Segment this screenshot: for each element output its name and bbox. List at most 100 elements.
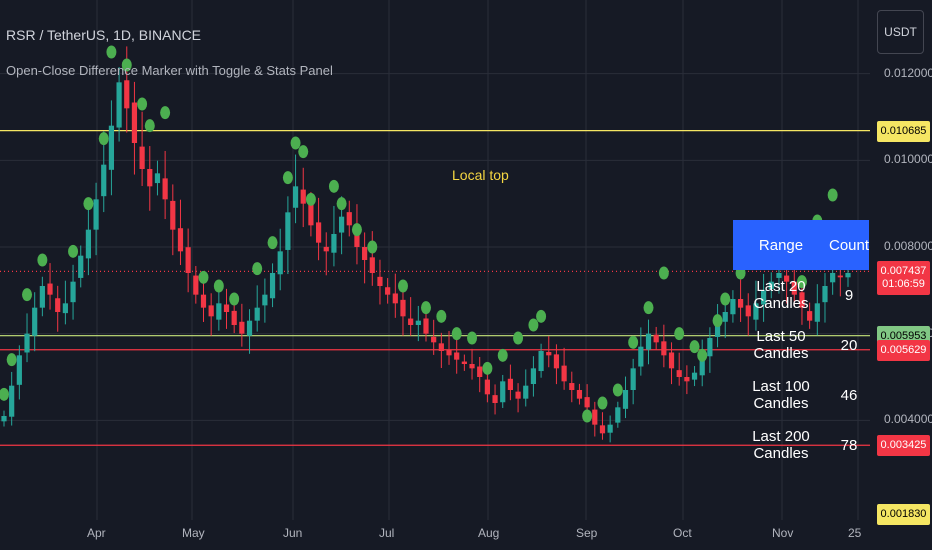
candle-body xyxy=(761,290,767,305)
signal-dot xyxy=(421,301,431,315)
candle-body xyxy=(484,379,490,395)
candle-body xyxy=(737,299,744,308)
y-tick-label: 0.004000 xyxy=(884,412,932,427)
signal-dot xyxy=(106,45,117,59)
symbol-title[interactable]: RSR / TetherUS, 1D, BINANCE xyxy=(6,27,202,43)
stats-header-count: Count xyxy=(829,236,870,254)
signal-dot xyxy=(98,132,109,146)
signal-dot xyxy=(467,331,478,345)
candle-body xyxy=(346,212,352,226)
signal-dot xyxy=(597,396,608,410)
candle-body xyxy=(308,203,314,226)
stats-row: Last 100 Candles 46 xyxy=(733,370,869,420)
x-tick-label: Jun xyxy=(283,526,303,540)
candle-body xyxy=(78,255,84,278)
x-tick-label: Aug xyxy=(478,526,500,540)
y-tick-label: 0.010000 xyxy=(884,152,932,167)
x-tick-label: Nov xyxy=(772,526,794,540)
x-tick-label: Jul xyxy=(379,526,395,540)
indicator-title[interactable]: Open-Close Difference Marker with Toggle… xyxy=(6,63,333,78)
local-top-label: Local top xyxy=(452,167,509,183)
candle-body xyxy=(530,368,537,385)
candle-body xyxy=(101,164,107,197)
candle-body xyxy=(461,361,467,364)
candle-body xyxy=(515,391,521,399)
currency-button[interactable]: USDT xyxy=(877,10,924,54)
candle-body xyxy=(469,364,475,369)
candle-body xyxy=(753,303,759,320)
stats-row: Last 20 Candles 9 xyxy=(733,270,869,320)
candle-body xyxy=(223,304,230,312)
signal-dot xyxy=(121,58,132,72)
candle-body xyxy=(131,102,138,143)
candle-body xyxy=(55,298,61,312)
signal-dot xyxy=(290,136,301,150)
signal-dot xyxy=(137,97,148,111)
candle-body xyxy=(822,286,828,303)
candle-body xyxy=(638,346,644,367)
candle-body xyxy=(438,343,444,351)
candle-body xyxy=(385,287,391,295)
stats-range: Last 50 Candles xyxy=(753,328,809,362)
candle-body xyxy=(239,321,245,334)
signal-dot xyxy=(436,309,447,323)
candle-body xyxy=(814,303,820,322)
signal-dot xyxy=(22,288,33,302)
candle-body xyxy=(791,281,797,295)
candle-body xyxy=(300,189,306,204)
stats-header-range: Range xyxy=(758,236,804,254)
signal-dot xyxy=(643,301,654,315)
candle-body xyxy=(216,303,222,320)
price-tag: 01:06:59 xyxy=(877,274,930,296)
signal-dot xyxy=(689,340,700,354)
stats-count: 20 xyxy=(840,336,858,354)
candle-body xyxy=(292,186,299,208)
stats-count: 46 xyxy=(840,386,858,404)
candle-body xyxy=(423,318,429,334)
signal-dot xyxy=(528,318,539,332)
stats-count: 78 xyxy=(840,436,858,454)
candle-body xyxy=(208,305,214,317)
x-tick-label: Sep xyxy=(576,526,598,540)
signal-dot xyxy=(697,348,708,362)
x-tick-label: May xyxy=(182,526,205,540)
candle-body xyxy=(745,305,751,317)
candle-body xyxy=(16,355,22,385)
stats-range: Last 100 Candles xyxy=(752,378,810,412)
signal-dot xyxy=(83,197,94,211)
horizontal-levels xyxy=(0,130,870,446)
candle-body xyxy=(446,350,452,356)
signal-dot xyxy=(298,145,309,159)
candle-body xyxy=(1,416,7,422)
candle-body xyxy=(362,247,368,260)
signal-dot xyxy=(612,383,623,397)
stats-row: Last 200 Candles 78 xyxy=(733,420,869,470)
candle-body xyxy=(431,336,437,343)
candle-body xyxy=(523,385,529,399)
signal-dot xyxy=(827,188,838,202)
stats-panel: Range Count Last 20 Candles 9 Last 50 Ca… xyxy=(733,220,869,470)
signal-dot xyxy=(582,409,593,423)
signal-dot xyxy=(282,171,293,185)
candle-body xyxy=(339,216,345,233)
candle-body xyxy=(315,222,322,243)
candle-body xyxy=(807,311,813,321)
candle-body xyxy=(653,334,659,343)
candle-body xyxy=(615,407,621,423)
candle-body xyxy=(722,312,728,322)
signal-dot xyxy=(451,327,462,341)
candle-body xyxy=(714,325,721,337)
candle-body xyxy=(285,212,291,250)
candle-body xyxy=(500,381,506,403)
candle-body xyxy=(553,354,560,369)
signal-dot xyxy=(336,197,347,211)
candle-body xyxy=(62,303,68,314)
signal-dot xyxy=(796,275,807,289)
candle-body xyxy=(269,273,276,299)
candle-body xyxy=(538,351,544,372)
signal-dot xyxy=(198,270,209,284)
candle-body xyxy=(845,273,851,278)
candle-body xyxy=(32,307,38,336)
candle-body xyxy=(408,318,414,325)
